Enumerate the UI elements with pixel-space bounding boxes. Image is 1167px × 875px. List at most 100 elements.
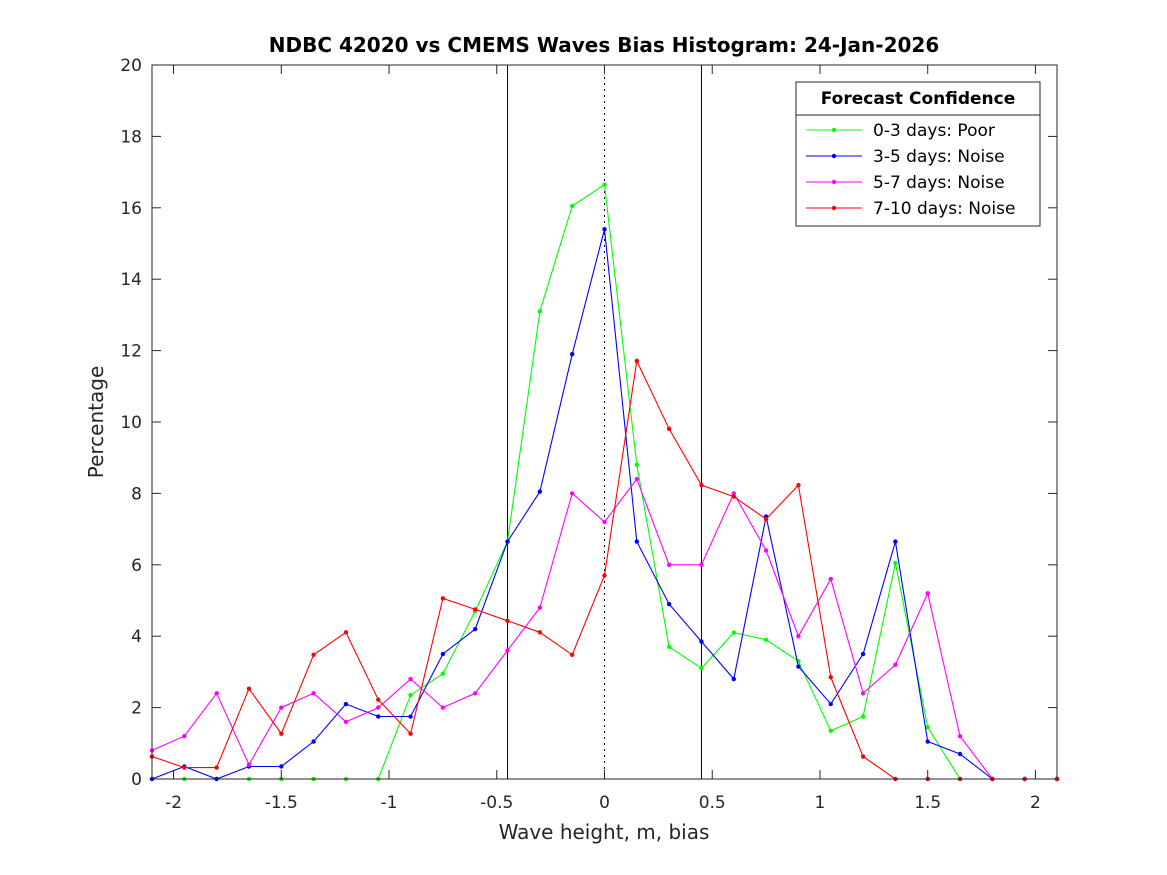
series-point: [957, 733, 963, 739]
series-point: [634, 462, 640, 468]
series-point: [796, 664, 801, 669]
series-point: [893, 560, 898, 566]
series-point: [537, 309, 543, 314]
series-point: [893, 539, 898, 544]
series-point: [957, 751, 963, 757]
series-point: [731, 676, 736, 682]
series-point: [763, 637, 769, 642]
series-point: [505, 539, 510, 544]
series-point: [569, 491, 575, 496]
series-point: [505, 648, 510, 653]
series-point: [473, 607, 478, 612]
series-point: [279, 705, 284, 710]
series-point: [279, 731, 284, 736]
series-point: [602, 573, 607, 578]
series-point: [473, 626, 478, 632]
legend-swatch-marker: [831, 179, 837, 185]
y-tick-label: 6: [131, 556, 142, 576]
series-point: [828, 675, 833, 680]
series-point: [246, 686, 252, 691]
series-point: [634, 476, 640, 482]
legend-swatch-marker: [831, 127, 837, 133]
series-point: [279, 764, 284, 769]
series-point: [440, 705, 446, 710]
y-axis-label: Percentage: [84, 366, 108, 479]
series-point: [763, 516, 769, 522]
series-point: [860, 754, 866, 759]
y-tick-label: 10: [120, 413, 142, 433]
series-point: [343, 719, 349, 725]
series-point: [666, 562, 672, 567]
y-tick-label: 4: [131, 627, 142, 647]
x-tick-label: 1: [815, 793, 826, 813]
series-point: [731, 630, 736, 635]
series-point: [699, 666, 704, 671]
series-point: [860, 714, 866, 719]
series-point: [440, 671, 446, 676]
x-tick-label: -2: [165, 793, 182, 813]
series-point: [925, 591, 930, 596]
series-point: [569, 203, 575, 209]
y-tick-label: 14: [120, 270, 142, 290]
legend-label: 0-3 days: Poor: [873, 121, 995, 141]
x-tick-label: -1.5: [265, 793, 298, 813]
series-point: [376, 714, 381, 719]
series-point: [666, 644, 672, 650]
series-point: [343, 630, 349, 635]
chart-title: NDBC 42020 vs CMEMS Waves Bias Histogram…: [269, 33, 940, 57]
x-tick-label: 0: [599, 793, 610, 813]
legend-items: 0-3 days: Poor 3-5 days: Noise 5-7 days: N…: [806, 121, 1015, 219]
series-point: [634, 539, 640, 544]
series-point: [537, 605, 543, 610]
reference-lines: [507, 65, 702, 779]
x-tick-label: 2: [1030, 793, 1041, 813]
x-axis-ticks: -2 -1.5 -1 -0.5 0 0.5 1 1.5 2: [165, 65, 1041, 813]
series-point: [602, 182, 607, 187]
series-point: [925, 739, 930, 744]
y-tick-label: 20: [120, 56, 142, 76]
series-point: [796, 634, 801, 639]
series-point: [602, 227, 607, 232]
series-point: [311, 652, 316, 657]
series-point: [246, 762, 252, 767]
series-point: [537, 630, 543, 635]
series-point: [343, 701, 349, 707]
series-point: [440, 651, 446, 657]
series-point: [666, 601, 672, 607]
series-point: [440, 596, 446, 601]
legend-label: 3-5 days: Noise: [873, 147, 1005, 167]
y-axis-ticks: 0 2 4 6 8 10 12 14 16 18 20: [120, 56, 1057, 790]
series-point: [731, 494, 736, 499]
legend-label: 7-10 days: Noise: [873, 199, 1015, 219]
legend-swatch-marker: [831, 205, 837, 211]
y-tick-label: 8: [131, 484, 142, 504]
legend-box: [795, 81, 1041, 227]
series-point: [699, 482, 704, 488]
legend-item: 0-3 days: Poor: [806, 121, 995, 141]
legend-title: Forecast Confidence: [821, 89, 1016, 109]
y-tick-label: 18: [120, 127, 142, 147]
series-point: [537, 489, 543, 494]
series-point: [666, 426, 672, 431]
series-point: [893, 662, 898, 667]
series-point: [569, 351, 575, 357]
series-point: [860, 691, 866, 696]
legend-label: 5-7 days: Noise: [873, 173, 1005, 193]
series-point: [408, 692, 413, 698]
y-tick-label: 12: [120, 342, 142, 362]
series-point: [408, 714, 413, 719]
y-tick-label: 2: [131, 699, 142, 719]
series-point: [214, 691, 219, 696]
series-point: [699, 639, 704, 644]
series-point: [408, 731, 413, 736]
series-point: [699, 562, 704, 567]
series-point: [182, 733, 187, 739]
series-point: [569, 652, 575, 657]
series-point: [311, 691, 316, 696]
x-tick-label: 0.5: [699, 793, 726, 813]
series-point: [602, 519, 607, 525]
series-point: [860, 651, 866, 657]
series-point: [828, 576, 833, 582]
series-point: [731, 491, 736, 496]
